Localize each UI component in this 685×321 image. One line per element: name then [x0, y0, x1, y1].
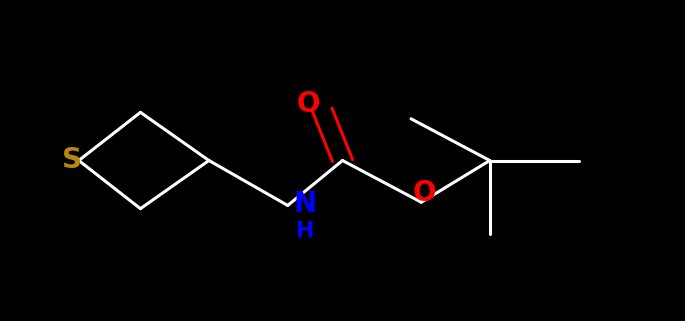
Text: S: S — [62, 146, 82, 175]
Text: N: N — [293, 190, 316, 218]
Text: O: O — [413, 178, 436, 207]
Text: H: H — [295, 221, 314, 241]
Text: O: O — [297, 90, 320, 118]
